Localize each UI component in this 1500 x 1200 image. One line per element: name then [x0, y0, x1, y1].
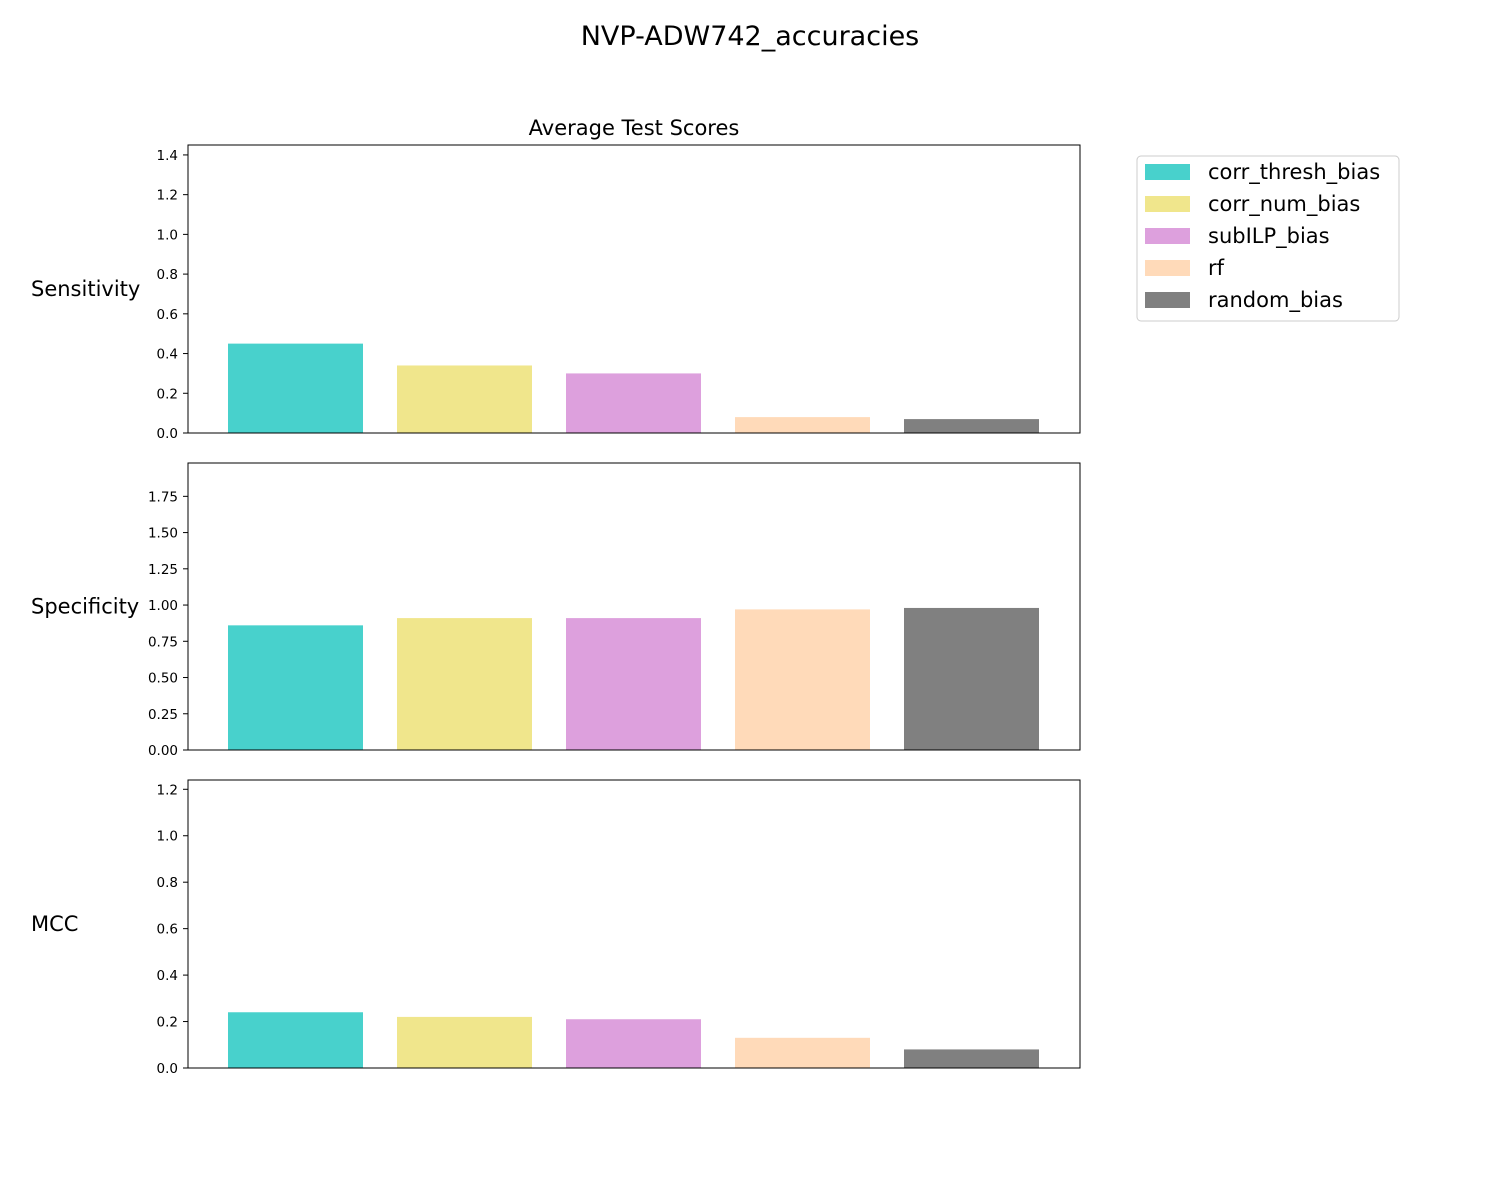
y-tick-label: 0.6	[157, 307, 178, 323]
legend-swatch	[1145, 260, 1190, 276]
bar-rf	[735, 609, 870, 750]
bar-subILP-bias	[566, 373, 701, 433]
legend-label: corr_thresh_bias	[1208, 160, 1380, 185]
figure-title: NVP-ADW742_accuracies	[581, 21, 920, 52]
legend-swatch	[1145, 292, 1190, 308]
bar-random-bias	[904, 607, 1039, 750]
y-tick-label: 1.00	[148, 598, 178, 614]
legend-label: rf	[1208, 256, 1225, 280]
bar-random-bias	[904, 419, 1039, 433]
y-tick-label: 0.4	[157, 968, 178, 984]
legend-item: random_bias	[1145, 288, 1343, 313]
bar-subILP-bias	[566, 618, 701, 750]
bar-corr-num-bias	[397, 618, 532, 750]
legend: corr_thresh_bias corr_num_bias subILP_bias…	[1136, 155, 1400, 322]
y-tick-label: 0.50	[148, 671, 178, 687]
y-tick-label: 1.2	[157, 782, 178, 798]
axes-frame	[187, 462, 1081, 751]
y-tick-label: 1.75	[148, 489, 178, 505]
y-tick-label: 0.0	[157, 1061, 178, 1077]
subplot-3: 0.0 0.2 0.4 0.6 0.8 1.0 1.2 MCC	[31, 779, 1081, 1077]
bar-rf	[735, 1037, 870, 1068]
legend-item: corr_num_bias	[1145, 192, 1360, 217]
axes-frame	[187, 144, 1081, 434]
y-tick-label: 1.0	[157, 829, 178, 845]
legend-box	[1136, 155, 1400, 322]
legend-item: rf	[1145, 256, 1225, 280]
y-tick-label: 0.25	[148, 707, 178, 723]
y-tick-label: 0.2	[157, 1015, 178, 1031]
y-tick-label: 0.00	[148, 743, 178, 759]
y-tick-label: 0.6	[157, 922, 178, 938]
y-tick-label: 1.4	[157, 148, 178, 164]
bar-rf	[735, 417, 870, 433]
bar-corr-num-bias	[397, 1016, 532, 1068]
bar-corr-thresh-bias	[228, 625, 363, 750]
legend-swatch	[1145, 164, 1190, 180]
y-tick-label: 0.0	[157, 426, 178, 442]
subplot-2: 0.00 0.25 0.50 0.75 1.00 1.25 1.50 1.75 Specific…	[31, 462, 1081, 759]
subplot-title: Average Test Scores	[529, 116, 740, 140]
axes-frame	[187, 779, 1081, 1069]
ylabel-specificity: Specificity	[31, 595, 139, 619]
y-tick-label: 1.50	[148, 526, 178, 542]
bar-subILP-bias	[566, 1019, 701, 1068]
bar-corr-thresh-bias	[228, 343, 363, 433]
legend-item: corr_thresh_bias	[1145, 160, 1380, 185]
legend-label: subILP_bias	[1208, 224, 1330, 249]
y-tick-label: 1.2	[157, 188, 178, 204]
legend-label: corr_num_bias	[1208, 192, 1360, 217]
legend-label: random_bias	[1208, 288, 1343, 313]
bar-corr-num-bias	[397, 365, 532, 433]
y-tick-label: 1.0	[157, 227, 178, 243]
y-tick-label: 0.8	[157, 875, 178, 891]
ylabel-mcc: MCC	[31, 912, 78, 936]
charts: 0.00.20.40.60.81.01.21.4Sensitivity0.000…	[31, 144, 1081, 1077]
bar-random-bias	[904, 1049, 1039, 1068]
subplot-1: 0.0 0.2 0.4 0.6 0.8 1.0 1.2 1.4 Sensitivity	[31, 144, 1081, 442]
legend-item: subILP_bias	[1145, 224, 1330, 249]
bar-corr-thresh-bias	[228, 1012, 363, 1068]
y-tick-label: 0.2	[157, 386, 178, 402]
y-tick-label: 0.75	[148, 634, 178, 650]
y-tick-label: 0.4	[157, 347, 178, 363]
legend-swatch	[1145, 228, 1190, 244]
y-tick-label: 1.25	[148, 562, 178, 578]
y-tick-label: 0.8	[157, 267, 178, 283]
legend-swatch	[1145, 196, 1190, 212]
ylabel-sensitivity: Sensitivity	[31, 277, 140, 301]
